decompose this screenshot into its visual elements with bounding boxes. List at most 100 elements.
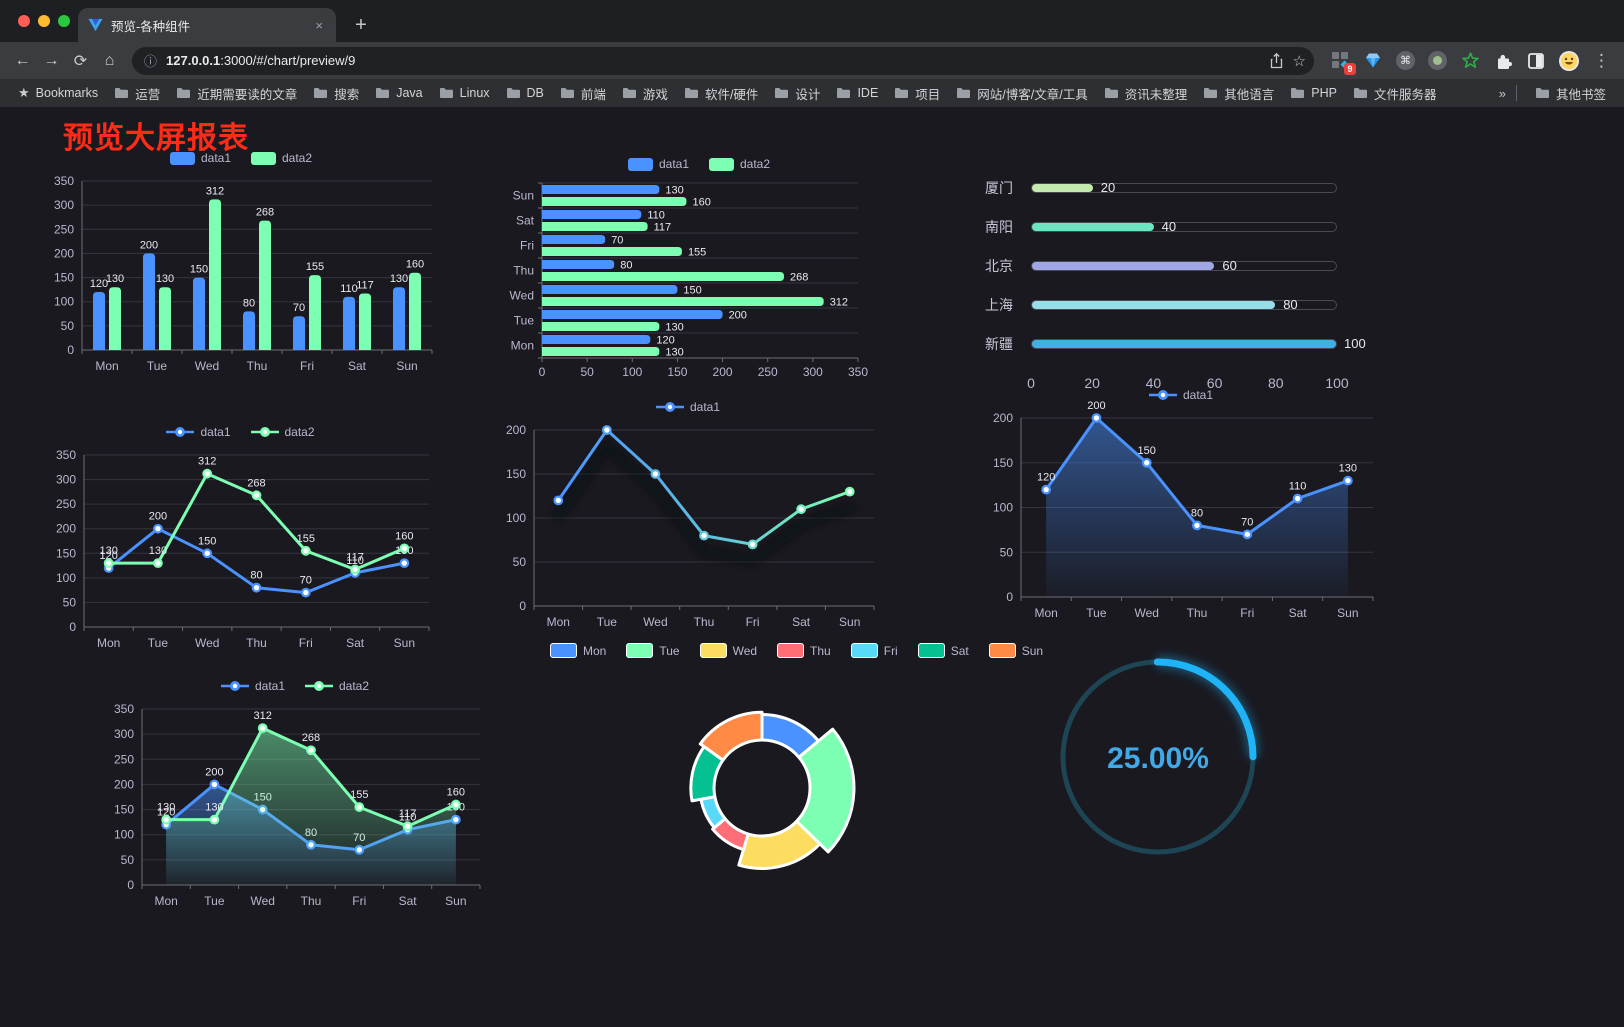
pie-segment-Wed[interactable] <box>737 819 822 870</box>
legend-item-data1[interactable]: data1 <box>220 679 285 693</box>
svg-text:0: 0 <box>519 599 526 613</box>
chart-canvas-pie-rose[interactable] <box>540 664 980 929</box>
legend-item-Sat[interactable]: Sat <box>917 643 969 658</box>
tampermonkey-extension-icon[interactable]: 9 <box>1330 51 1356 75</box>
svg-text:268: 268 <box>790 272 808 284</box>
bookmark-item-项目[interactable]: 项目 <box>886 81 948 106</box>
new-tab-button[interactable]: + <box>355 13 367 36</box>
browser-menu-icon[interactable]: ⋮ <box>1593 50 1610 70</box>
legend-item-Tue[interactable]: Tue <box>626 643 680 658</box>
legend-item-Fri[interactable]: Fri <box>850 643 898 658</box>
dark-reader-extension-icon[interactable] <box>1526 51 1546 71</box>
legend-item-data2[interactable]: data2 <box>709 157 770 171</box>
bookmark-item-bookmarks[interactable]: ★ Bookmarks <box>10 82 106 104</box>
bookmark-item-Java[interactable]: Java <box>367 83 430 103</box>
bookmark-label: 搜索 <box>334 87 360 102</box>
bookmark-item-文件服务器[interactable]: 文件服务器 <box>1345 81 1445 106</box>
bookmark-item-Linux[interactable]: Linux <box>431 83 498 103</box>
chart-panel-two-areas[interactable]: data1 data2 0 50 100 150 200 250 300 350 Mon Tue Wed… <box>96 679 494 911</box>
minimize-window-button[interactable] <box>38 15 50 27</box>
progress-row-北京[interactable]: 北京 60 <box>985 246 1337 285</box>
bookmark-star-icon[interactable]: ☆ <box>1292 52 1306 70</box>
close-window-button[interactable] <box>18 15 30 27</box>
legend-item-data2[interactable]: data2 <box>250 425 315 439</box>
chart-legend: data1 <box>488 400 888 414</box>
bookmark-item-PHP[interactable]: PHP <box>1282 83 1345 103</box>
svg-text:250: 250 <box>54 222 74 236</box>
green-star-extension-icon[interactable] <box>1460 51 1480 71</box>
progress-row-新疆[interactable]: 新疆 100 <box>985 324 1366 363</box>
profile-avatar[interactable] <box>1559 50 1579 71</box>
bookmarks-separator <box>1515 85 1517 101</box>
command-extension-icon[interactable]: ⌘ <box>1396 51 1415 70</box>
bookmark-item-IDE[interactable]: IDE <box>828 83 886 103</box>
puzzle-extensions-icon[interactable] <box>1493 51 1513 71</box>
chart-panel-gauge[interactable]: 25.00% <box>1048 650 1268 870</box>
bookmark-item-设计[interactable]: 设计 <box>766 81 828 106</box>
bookmark-item-软件/硬件[interactable]: 软件/硬件 <box>676 81 766 106</box>
legend-item-Thu[interactable]: Thu <box>777 643 831 658</box>
bookmark-item-运营[interactable]: 运营 <box>106 81 168 106</box>
chart-panel-horizontal-bar[interactable]: data1 data2 0 50 100 150 200 250 300 350 Sun 130 160… <box>500 157 898 382</box>
chart-canvas-bar-grouped[interactable]: 0 50 100 150 200 250 300 350 Mon Tue Wed Thu Fri Sat S… <box>36 171 446 376</box>
gem-extension-icon[interactable] <box>1363 51 1383 71</box>
svg-text:0: 0 <box>539 365 546 379</box>
chart-canvas-line-gradient[interactable]: 0 50 100 150 200 Mon Tue Wed Thu Fri Sat Sun <box>488 420 888 632</box>
chart-panel-grouped-bar[interactable]: data1 data2 0 50 100 150 200 250 300 350 Mon Tue Wed… <box>36 151 446 376</box>
forward-button[interactable]: → <box>43 51 60 69</box>
legend-item-Sun[interactable]: Sun <box>988 643 1043 658</box>
browser-tab[interactable]: 预览-各种组件 × <box>78 8 336 42</box>
pie-segment-Tue[interactable] <box>795 727 856 854</box>
svg-text:117: 117 <box>356 280 374 292</box>
recorder-extension-icon[interactable] <box>1428 51 1447 70</box>
progress-row-上海[interactable]: 上海 80 <box>985 285 1337 324</box>
progress-row-南阳[interactable]: 南阳 40 <box>985 207 1337 246</box>
legend-line-icon <box>166 427 195 437</box>
reload-button[interactable]: ⟳ <box>73 52 88 70</box>
svg-text:300: 300 <box>56 473 76 487</box>
chart-canvas-line-two[interactable]: 0 50 100 150 200 250 300 350 Mon Tue Wed Thu Fri Sat S… <box>38 445 443 653</box>
pie-segment-Fri[interactable] <box>699 795 727 830</box>
bookmark-item-搜索[interactable]: 搜索 <box>305 81 367 106</box>
tab-close-icon[interactable]: × <box>315 17 323 33</box>
share-icon[interactable] <box>1270 52 1283 69</box>
back-button[interactable]: ← <box>14 51 31 69</box>
legend-item-data2[interactable]: data2 <box>251 151 312 165</box>
svg-text:200: 200 <box>729 310 747 322</box>
pie-segment-Sun[interactable] <box>698 710 764 762</box>
chart-panel-rose-pie[interactable]: Mon Tue Wed Thu Fri Sat Sun <box>540 643 1053 929</box>
bookmark-item-前端[interactable]: 前端 <box>552 81 614 106</box>
chart-canvas-gauge[interactable]: 25.00% <box>1048 650 1268 870</box>
bookmarks-overflow-chevron[interactable]: » <box>1498 85 1506 101</box>
legend-item-Wed[interactable]: Wed <box>699 643 757 658</box>
svg-text:Fri: Fri <box>300 359 314 373</box>
bookmark-item-近期需要读的文章[interactable]: 近期需要读的文章 <box>168 81 305 106</box>
chart-canvas-area-two[interactable]: 0 50 100 150 200 250 300 350 Mon Tue Wed Thu Fri Sat S… <box>96 699 494 911</box>
fullscreen-window-button[interactable] <box>58 15 70 27</box>
bookmark-item-游戏[interactable]: 游戏 <box>614 81 676 106</box>
chart-panel-progress-bars[interactable]: 厦门 20 南阳 40 北京 60 上海 80 新疆 100 0 20 40 60 80 100 <box>985 162 1366 399</box>
bookmark-item-网站/博客/文章/工具[interactable]: 网站/博客/文章/工具 <box>948 81 1095 106</box>
legend-item-Mon[interactable]: Mon <box>550 643 606 658</box>
chart-panel-two-lines[interactable]: data1 data2 0 50 100 150 200 250 300 350 Mon Tue Wed… <box>38 425 443 653</box>
bookmark-item-资讯未整理[interactable]: 资讯未整理 <box>1096 81 1196 106</box>
legend-item-data1[interactable]: data1 <box>1148 388 1213 402</box>
svg-text:Tue: Tue <box>204 894 225 908</box>
legend-item-data1[interactable]: data1 <box>169 151 231 165</box>
other-bookmarks-folder[interactable]: 其他书签 <box>1527 81 1614 106</box>
progress-row-厦门[interactable]: 厦门 20 <box>985 168 1337 207</box>
legend-item-data1[interactable]: data1 <box>655 400 720 414</box>
chart-canvas-area-single[interactable]: 0 50 100 150 200 Mon Tue Wed Thu Fri Sat Sun 120 200 1… <box>975 400 1387 623</box>
url-bar[interactable]: ⓘ 127.0.0.1:3000/#/chart/preview/9 ☆ <box>132 46 1314 75</box>
svg-text:100: 100 <box>54 295 74 309</box>
site-info-icon[interactable]: ⓘ <box>144 54 158 69</box>
chart-panel-gradient-line[interactable]: data1 0 50 100 150 200 Mon Tue Wed Thu Fri Sat Sun <box>488 400 888 632</box>
legend-item-data2[interactable]: data2 <box>305 679 369 693</box>
legend-item-data1[interactable]: data1 <box>627 157 689 171</box>
chart-panel-area-line[interactable]: data1 0 50 100 150 200 Mon Tue Wed Thu Fri Sat Sun 12… <box>975 388 1387 623</box>
bookmark-item-其他语言[interactable]: 其他语言 <box>1195 81 1282 106</box>
home-button[interactable]: ⌂ <box>104 51 115 69</box>
bookmark-item-DB[interactable]: DB <box>498 83 552 103</box>
legend-item-data1[interactable]: data1 <box>166 425 231 439</box>
